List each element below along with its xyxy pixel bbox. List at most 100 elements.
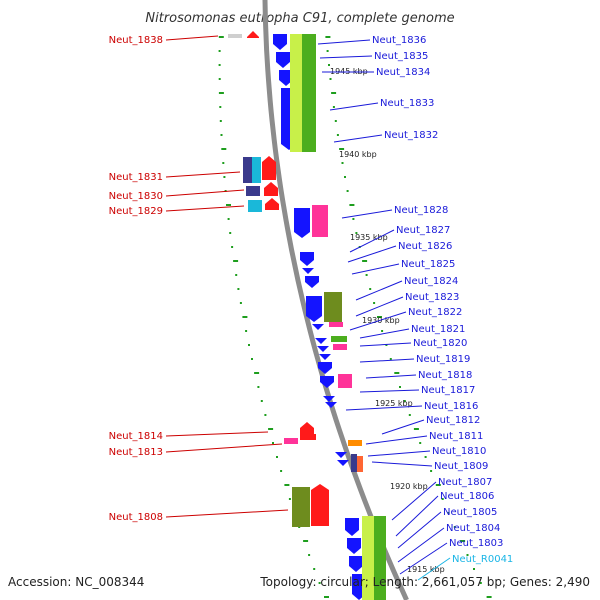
gene-neut-1808 (311, 484, 329, 526)
leader-line (165, 205, 245, 212)
tick-mark (336, 134, 339, 136)
gene-label-left: Neut_1838 (109, 35, 163, 46)
leader-line (165, 431, 269, 437)
tick-mark (419, 442, 422, 444)
tick-mark (325, 36, 331, 38)
leader-line (333, 134, 383, 143)
gene-neut-1814 (300, 422, 314, 434)
tick-mark (276, 456, 278, 458)
kbp-label: 1925 kbp (375, 399, 413, 408)
tick-mark (220, 134, 223, 136)
tick-mark (352, 218, 355, 220)
leader-line (165, 443, 283, 453)
gene-neut-1814-b (300, 434, 316, 440)
gene-label-right: Neut_1804 (446, 523, 500, 534)
tick-mark (334, 120, 337, 122)
gene-label-right: Neut_1822 (408, 307, 462, 318)
gene-label-left: Neut_1813 (109, 447, 163, 458)
leader-line (365, 374, 417, 379)
gene-neut-1832-light (290, 34, 302, 152)
tick-mark (260, 400, 263, 402)
leader-line (317, 39, 371, 45)
leader-line (165, 189, 245, 197)
gene-neut-1836 (273, 34, 287, 50)
leader-line (347, 245, 397, 263)
gene-label-left: Neut_1831 (109, 172, 163, 183)
tick-mark (430, 470, 433, 472)
gene-neut-1838-arrow (247, 31, 259, 38)
gene-neut-1831 (262, 156, 276, 180)
leader-line (395, 495, 439, 537)
leader-line (329, 102, 379, 111)
tick-mark (355, 232, 358, 234)
tick-mark (218, 78, 221, 80)
gene-label-right: Neut_1834 (376, 67, 430, 78)
tick-mark (242, 316, 248, 318)
leader-line (397, 527, 445, 563)
tick-mark (369, 288, 372, 290)
gene-neut-1816-b (325, 402, 337, 408)
gene-neut-1803-light (362, 516, 374, 600)
gene-label-right: Neut_1836 (372, 35, 426, 46)
tick-mark (221, 148, 227, 150)
leader-line (341, 209, 393, 219)
gene-neut-1828 (312, 205, 328, 237)
gene-label-right: Neut_1812 (426, 415, 480, 426)
gene-neut-1835 (276, 52, 290, 68)
tick-mark (394, 372, 400, 374)
tick-mark (248, 344, 250, 346)
tick-mark (479, 582, 482, 584)
gene-label-left: Neut_1808 (109, 512, 163, 523)
tick-mark (257, 386, 260, 388)
tick-mark (441, 498, 444, 500)
leader-line (391, 481, 437, 521)
tick-mark (373, 302, 376, 304)
tick-mark (219, 106, 222, 108)
tick-mark (235, 274, 238, 276)
leader-line (355, 296, 404, 317)
tick-mark (486, 596, 492, 598)
gene-neut-1827 (294, 208, 310, 238)
gene-neut-1811 (335, 452, 347, 458)
backbone (262, 0, 409, 600)
leader-line (397, 511, 442, 549)
gene-label-right: Neut_1809 (434, 461, 488, 472)
gene-neut-1819-c (333, 344, 347, 350)
tick-mark (424, 456, 427, 458)
tick-mark (349, 204, 355, 206)
gene-neut-1830 (264, 182, 278, 196)
leader-line (345, 405, 423, 411)
gene-label-right: Neut_1820 (413, 338, 467, 349)
tick-mark (227, 218, 230, 220)
gene-label-right: Neut_1824 (404, 276, 458, 287)
gene-neut-1831-a (243, 157, 252, 183)
tick-mark (377, 316, 382, 318)
tick-mark (218, 50, 221, 52)
tick-mark (231, 246, 234, 248)
gene-label-right: Neut_1811 (429, 431, 483, 442)
tick-mark (435, 484, 441, 486)
kbp-label: 1915 kbp (407, 565, 445, 574)
tick-mark (245, 330, 248, 332)
gene-neut-1825 (302, 268, 314, 274)
tick-mark (460, 540, 466, 542)
leader-line (365, 435, 428, 445)
gene-neut-1812 (348, 440, 362, 446)
gene-neut-1819 (317, 346, 329, 352)
gene-labels: Neut_1838 Neut_1831 Neut_1830 Neut_1829 Neut… (109, 35, 513, 581)
tick-mark (272, 442, 274, 444)
gene-neut-1816 (323, 396, 335, 402)
tick-mark (268, 428, 274, 430)
accession-label: Accession: NC_008344 (8, 575, 144, 589)
gene-label-right: Neut_1819 (416, 354, 470, 365)
tick-mark (218, 92, 224, 94)
kbp-label: 1935 kbp (350, 233, 388, 242)
tick-mark (222, 162, 225, 164)
gene-neut-1818 (318, 362, 332, 374)
kbp-label: 1920 kbp (390, 482, 428, 491)
gene-neut-1821 (329, 322, 343, 327)
tick-mark (326, 50, 329, 52)
tick-mark (413, 428, 419, 430)
gene-label-right: Neut_1828 (394, 205, 448, 216)
